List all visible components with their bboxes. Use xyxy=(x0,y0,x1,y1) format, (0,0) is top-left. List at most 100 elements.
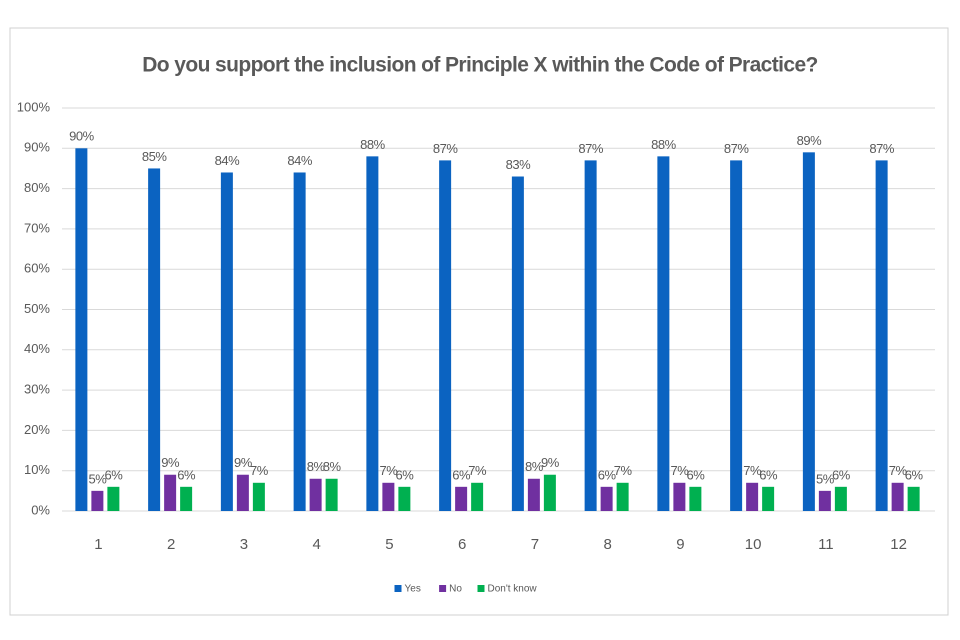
x-tick-label: 3 xyxy=(240,536,248,553)
value-label: 87% xyxy=(869,141,894,156)
value-label: 83% xyxy=(506,157,531,172)
value-label: 7% xyxy=(614,463,633,478)
bar xyxy=(164,474,177,511)
x-tick-label: 2 xyxy=(167,536,175,553)
bar xyxy=(91,490,104,511)
y-tick-label: 30% xyxy=(24,382,50,397)
x-tick-label: 9 xyxy=(676,536,684,553)
value-label: 6% xyxy=(759,467,778,482)
bar xyxy=(471,482,484,511)
value-label: 9% xyxy=(161,455,180,470)
x-tick-label: 4 xyxy=(312,536,320,553)
legend-swatch xyxy=(394,585,402,592)
bar xyxy=(107,486,120,511)
x-tick-label: 1 xyxy=(94,536,102,553)
legend-swatch xyxy=(439,585,447,592)
bar xyxy=(543,474,556,511)
x-tick-label: 8 xyxy=(603,536,611,553)
value-label: 6% xyxy=(598,467,617,482)
bar xyxy=(220,172,233,512)
bar xyxy=(907,486,920,511)
bar xyxy=(293,172,306,512)
bar xyxy=(252,482,265,511)
y-tick-label: 70% xyxy=(24,220,50,235)
x-tick-label: 5 xyxy=(385,536,393,553)
value-label: 9% xyxy=(234,455,253,470)
value-label: 6% xyxy=(452,467,471,482)
value-label: 9% xyxy=(541,455,560,470)
value-label: 6% xyxy=(686,467,705,482)
x-tick-label: 10 xyxy=(745,536,762,553)
bar xyxy=(891,482,904,511)
value-label: 6% xyxy=(905,467,924,482)
chart-border xyxy=(9,27,949,616)
legend-label: Yes xyxy=(405,584,421,595)
x-tick-label: 7 xyxy=(531,536,539,553)
bar xyxy=(148,168,161,511)
bar xyxy=(746,482,759,511)
value-label: 87% xyxy=(578,141,603,156)
x-tick-label: 6 xyxy=(458,536,466,553)
bar xyxy=(802,152,815,511)
bar xyxy=(689,486,702,511)
value-label: 7% xyxy=(250,463,269,478)
bar xyxy=(584,160,597,511)
value-label: 88% xyxy=(651,137,676,152)
value-label: 8% xyxy=(323,459,342,474)
bar xyxy=(455,486,468,511)
value-label: 6% xyxy=(395,467,414,482)
y-tick-label: 100% xyxy=(17,99,51,114)
value-label: 84% xyxy=(215,153,240,168)
y-tick-label: 50% xyxy=(24,301,50,316)
y-tick-label: 10% xyxy=(24,462,50,477)
bar xyxy=(673,482,686,511)
bar xyxy=(527,478,540,511)
value-label: 90% xyxy=(69,129,94,144)
bar xyxy=(180,486,193,511)
value-label: 5% xyxy=(88,471,107,486)
value-label: 7% xyxy=(743,463,762,478)
value-label: 6% xyxy=(832,467,851,482)
x-tick-label: 11 xyxy=(818,536,834,553)
y-tick-label: 90% xyxy=(24,140,50,155)
bar xyxy=(511,176,524,511)
bar xyxy=(762,486,775,511)
value-label: 7% xyxy=(670,463,689,478)
bar xyxy=(366,156,379,512)
bar xyxy=(309,478,322,511)
y-tick-label: 40% xyxy=(24,341,50,356)
y-tick-label: 0% xyxy=(31,502,50,517)
bar xyxy=(600,486,613,511)
y-tick-label: 20% xyxy=(24,422,50,437)
value-label: 7% xyxy=(889,463,908,478)
value-label: 8% xyxy=(525,459,544,474)
bar xyxy=(818,490,831,511)
value-label: 88% xyxy=(360,137,385,152)
legend-label: No xyxy=(449,584,462,595)
legend-swatch xyxy=(477,585,485,592)
value-label: 89% xyxy=(797,133,822,148)
value-label: 5% xyxy=(816,471,835,486)
value-label: 8% xyxy=(307,459,326,474)
bar xyxy=(382,482,395,511)
legend-label: Don't know xyxy=(488,584,538,595)
value-label: 6% xyxy=(177,467,196,482)
bar xyxy=(236,474,249,511)
bar xyxy=(325,478,338,511)
y-tick-label: 60% xyxy=(24,261,50,276)
bar xyxy=(616,482,629,511)
value-label: 7% xyxy=(468,463,487,478)
x-tick-label: 12 xyxy=(890,536,907,553)
bar xyxy=(75,148,88,512)
value-label: 84% xyxy=(287,153,312,168)
value-label: 87% xyxy=(724,141,749,156)
value-label: 7% xyxy=(379,463,398,478)
value-label: 85% xyxy=(142,149,167,164)
bar xyxy=(657,156,670,512)
chart-title: Do you support the inclusion of Principl… xyxy=(142,54,818,77)
bar xyxy=(834,486,847,511)
y-tick-label: 80% xyxy=(24,180,50,195)
bar xyxy=(875,160,888,511)
